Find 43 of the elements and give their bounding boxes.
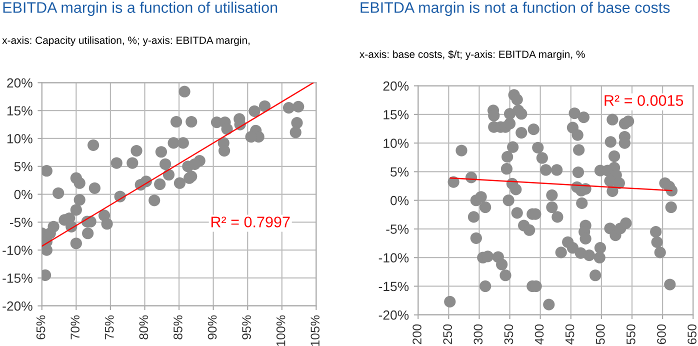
y-tick-label: 20% [7,78,32,88]
x-tick-label: 65% [36,315,46,340]
x-tick-label: 400 [534,324,544,344]
x-tick-label: 70% [70,315,80,340]
x-tick-label: 450 [565,324,574,344]
y-tick-label: 15% [7,106,32,116]
x-tick-label: 500 [596,324,605,344]
y-tick-label: 10% [384,138,409,148]
y-tick-label: -15% [378,282,409,292]
y-tick-label: -20% [2,301,32,311]
chart-title: EBITDA margin is not a function of base costs [360,2,670,16]
x-tick-label: 100% [276,315,286,346]
y-tick-label: 10% [7,134,32,144]
chart-subtitle: x-axis: Capacity utilisation, %; y-axis: EBITDA margin, [2,36,250,46]
x-tick-label: 250 [443,324,452,344]
x-tick-label: 350 [504,324,514,344]
y-tick-label: -5% [10,218,32,228]
x-tick-label: 85% [174,315,182,340]
y-tick-label: 0% [14,190,32,200]
y-tick-label: -10% [378,253,409,263]
x-tick-label: 90% [208,315,217,340]
y-tick-label: -10% [2,246,32,255]
x-tick-label: 200 [412,324,422,344]
chart-title: EBITDA margin is a function of utilisation [3,2,278,16]
x-tick-label: 650 [688,324,696,344]
annotation: R² = 0.0015 [604,95,684,106]
y-tick-label: 0% [390,196,409,206]
x-tick-label: 300 [474,324,483,344]
x-tick-label: 80% [139,315,148,340]
y-tick-label: -5% [386,224,409,234]
y-tick-label: 5% [390,167,409,177]
x-tick-label: 95% [242,315,251,340]
y-tick-label: -20% [378,310,409,320]
chart-subtitle: x-axis: base costs, $/t; y-axis: EBITDA margin, % [360,50,585,60]
x-tick-label: 600 [657,324,666,344]
x-tick-label: 105% [310,315,320,346]
x-tick-label: 75% [105,315,114,340]
x-tick-label: 550 [626,324,636,344]
y-tick-label: 20% [383,81,409,91]
y-tick-label: 5% [14,162,32,172]
y-tick-label: 15% [384,110,409,120]
y-tick-label: -15% [2,274,32,283]
annotation: R² = 0.7997 [211,216,290,228]
